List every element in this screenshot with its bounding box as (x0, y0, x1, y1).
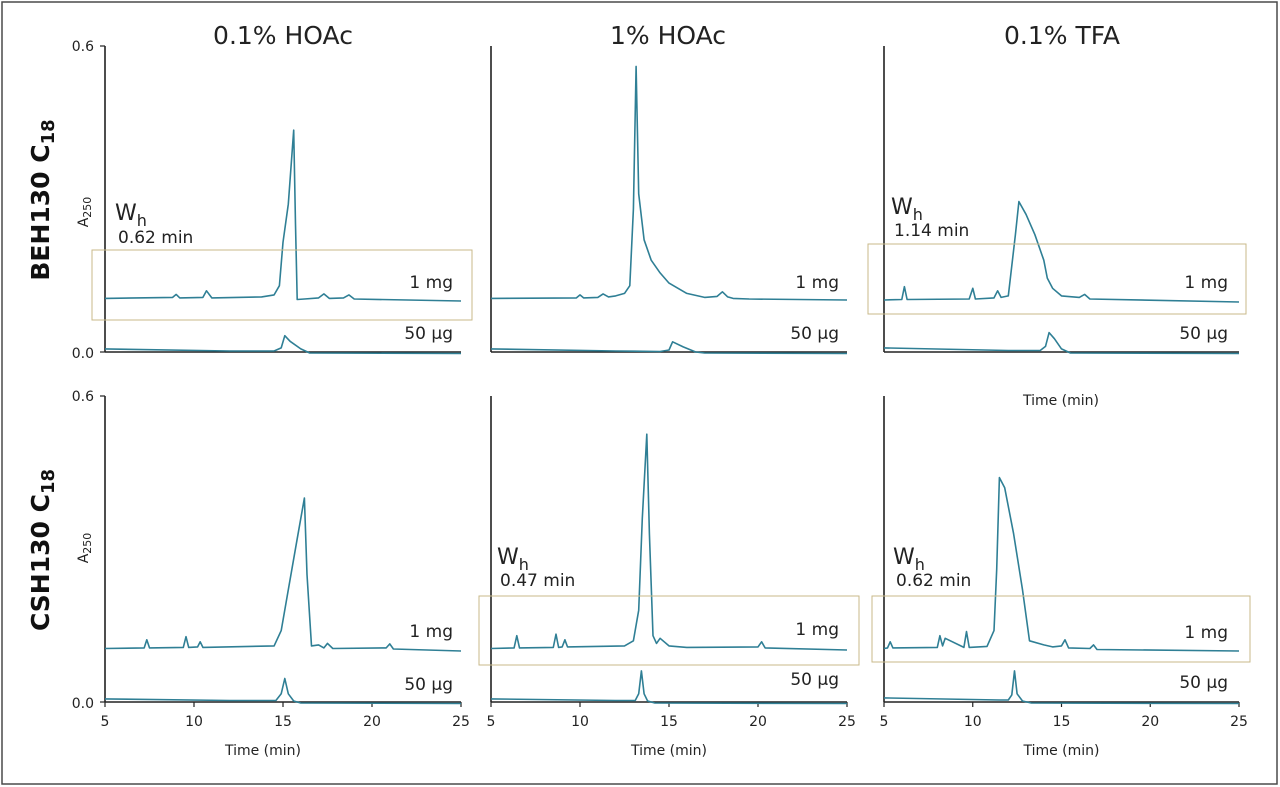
stray-time-label: Time (min) (1022, 393, 1099, 409)
y-axis-label-row-1-sub: 250 (81, 533, 94, 554)
y-tick-label-bottom-row-0: 0.0 (72, 346, 94, 362)
y-axis-label-row-0-sub: 250 (81, 197, 94, 218)
x-axis-label-c2: Time (min) (1022, 743, 1099, 759)
trace-r1-c2-1mg (883, 476, 1240, 652)
load-label-1mg-r0-c1: 1 mg (795, 273, 839, 293)
row-label-0-sub: 18 (38, 119, 59, 144)
row-label-1: CSH130 C18 (26, 469, 59, 631)
trace-r0-c1-50ug (490, 341, 848, 355)
load-label-50ug-r0-c2: 50 µg (1179, 324, 1228, 344)
y-tick-label-top-row-0: 0.6 (72, 39, 94, 55)
trace-r0-c0-1mg (104, 129, 462, 302)
x-tick-label-c1-0: 5 (487, 714, 496, 730)
x-tick-label-c1-3: 20 (749, 714, 767, 730)
x-tick-label-c1-1: 10 (571, 714, 589, 730)
load-label-50ug-r1-c1: 50 µg (790, 670, 839, 690)
wh-symbol-main-r1-c1: W (497, 545, 519, 570)
trace-r1-c0-1mg (104, 497, 462, 652)
wh-symbol-main-r1-c2: W (893, 545, 915, 570)
wh-symbol-r0-c0: Wh (115, 201, 147, 230)
wh-symbol-r1-c1: Wh (497, 545, 529, 574)
load-label-1mg-r1-c1: 1 mg (795, 620, 839, 640)
wh-symbol-main-r0-c2: W (891, 195, 913, 220)
x-tick-label-c2-2: 15 (1053, 714, 1071, 730)
load-label-1mg-r1-c0: 1 mg (409, 622, 453, 642)
row-label-1-main: CSH130 C (26, 494, 55, 631)
y-axis-label-row-1-main: A (76, 553, 92, 563)
wh-symbol-main-r0-c0: W (115, 201, 137, 226)
wh-value-r0-c0: 0.62 min (118, 228, 193, 248)
x-tick-label-c1-2: 15 (660, 714, 678, 730)
row-label-0: BEH130 C18 (26, 119, 59, 280)
wh-symbol-r0-c2: Wh (891, 195, 923, 224)
x-tick-label-c2-3: 20 (1141, 714, 1159, 730)
x-tick-label-c0-1: 10 (185, 714, 203, 730)
x-tick-label-c2-1: 10 (964, 714, 982, 730)
trace-r1-c0-50ug (104, 677, 462, 705)
wh-value-r1-c2: 0.62 min (896, 571, 971, 591)
y-tick-label-bottom-row-1: 0.0 (72, 696, 94, 712)
trace-r0-c2-1mg (883, 200, 1240, 303)
column-title-0: 0.1% HOAc (213, 21, 353, 50)
y-axis-label-row-0-main: A (76, 217, 92, 227)
x-tick-label-c2-0: 5 (880, 714, 889, 730)
y-tick-label-top-row-1: 0.6 (72, 389, 94, 405)
y-axis-label-row-1: A250 (76, 533, 94, 564)
load-label-1mg-r0-c2: 1 mg (1184, 273, 1228, 293)
column-title-2: 0.1% TFA (1004, 21, 1120, 50)
x-tick-label-c1-4: 25 (838, 714, 856, 730)
wh-box-r0-c2 (867, 243, 1247, 315)
load-label-1mg-r0-c0: 1 mg (409, 273, 453, 293)
x-tick-label-c0-0: 5 (101, 714, 110, 730)
row-label-1-sub: 18 (38, 469, 59, 494)
column-title-1: 1% HOAc (610, 21, 726, 50)
panel-r0-c2: 1 mg 50 µg Wh1.14 min (867, 46, 1247, 355)
wh-symbol-sub-r1-c2: h (915, 555, 925, 574)
wh-value-r0-c2: 1.14 min (894, 221, 969, 241)
load-label-50ug-r0-c1: 50 µg (790, 324, 839, 344)
load-label-1mg-r1-c2: 1 mg (1184, 623, 1228, 643)
trace-r1-c1-1mg (490, 433, 848, 651)
trace-r0-c2-50ug (883, 331, 1240, 355)
wh-symbol-sub-r0-c0: h (137, 211, 147, 230)
x-axis-label-c1: Time (min) (630, 743, 707, 759)
x-axis-label-c0: Time (min) (224, 743, 301, 759)
y-axis-label-row-0: A250 (76, 197, 94, 228)
wh-symbol-sub-r0-c2: h (913, 205, 923, 224)
panel-r1-c0: 5 10 15 20 25 Time (min) 1 mg 50 µg (100, 395, 470, 759)
x-tick-label-c0-2: 15 (274, 714, 292, 730)
row-label-0-main: BEH130 C (26, 144, 55, 280)
trace-r0-c1-1mg (490, 65, 848, 301)
load-label-50ug-r1-c2: 50 µg (1179, 673, 1228, 693)
x-tick-label-c2-4: 25 (1230, 714, 1248, 730)
x-tick-label-c0-4: 25 (452, 714, 470, 730)
wh-box-r1-c2 (871, 595, 1251, 663)
wh-box-r0-c0 (91, 249, 473, 321)
load-label-50ug-r1-c0: 50 µg (404, 675, 453, 695)
panel-r1-c2: 5 10 15 20 25 Time (min) 1 mg 50 µg Wh0.62 min (871, 396, 1251, 759)
panel-r1-c1: 5 10 15 20 25 Time (min) 1 mg 50 µg Wh0.47 min (478, 396, 860, 759)
wh-value-r1-c1: 0.47 min (500, 571, 575, 591)
panel-r0-c1: 1 mg 50 µg (490, 46, 848, 355)
trace-r1-c1-50ug (490, 670, 848, 705)
wh-box-r1-c1 (478, 595, 860, 666)
trace-r0-c0-50ug (104, 334, 462, 355)
trace-r1-c2-50ug (883, 670, 1240, 705)
wh-symbol-r1-c2: Wh (893, 545, 925, 574)
x-tick-label-c0-3: 20 (363, 714, 381, 730)
panel-r0-c0: 1 mg 50 µg Wh0.62 min (91, 45, 473, 355)
load-label-50ug-r0-c0: 50 µg (404, 324, 453, 344)
wh-symbol-sub-r1-c1: h (519, 555, 529, 574)
